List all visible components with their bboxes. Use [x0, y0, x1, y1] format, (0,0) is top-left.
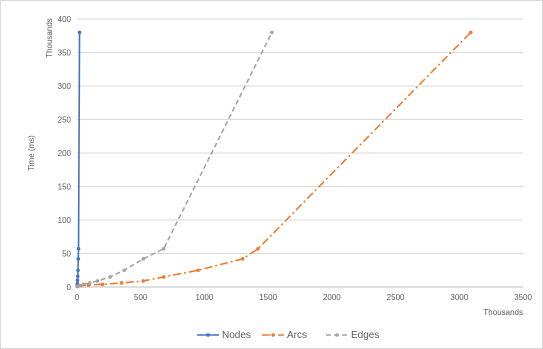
data-point — [141, 279, 146, 283]
data-point — [95, 279, 100, 283]
legend-label: Arcs — [287, 330, 307, 341]
series-edges — [75, 30, 274, 289]
series-line-arcs — [77, 31, 472, 288]
legend-marker — [271, 333, 275, 337]
y-tick-label: 150 — [58, 183, 72, 192]
y-tick-label: 0 — [67, 283, 72, 292]
legend: Nodes Arcs Edges — [197, 330, 379, 341]
x-axis-units-label: Thousands — [483, 308, 523, 317]
x-tick-label: 3000 — [450, 293, 468, 302]
data-point — [108, 275, 112, 279]
data-point — [75, 274, 80, 279]
legend-item-arcs: Arcs — [262, 330, 307, 341]
y-tick-label: 350 — [58, 49, 72, 58]
data-point — [81, 282, 86, 287]
data-point — [161, 247, 166, 251]
data-point — [161, 275, 166, 279]
legend-item-nodes: Nodes — [197, 330, 251, 341]
series-layer — [75, 30, 473, 289]
legend-marker — [206, 333, 210, 337]
data-point — [119, 281, 124, 285]
data-point — [75, 278, 80, 283]
data-point — [77, 30, 82, 35]
data-point — [76, 257, 81, 261]
x-tick-label: 2000 — [323, 293, 341, 302]
y-axis-units-label: Thousands — [45, 18, 54, 58]
legend-marker — [335, 333, 339, 337]
data-point — [100, 282, 105, 287]
y-tick-label: 200 — [58, 149, 72, 158]
x-tick-label: 3500 — [514, 293, 532, 302]
series-nodes — [75, 30, 82, 289]
data-point — [87, 281, 92, 285]
data-point — [196, 268, 200, 273]
x-tick-label: 1000 — [196, 293, 214, 302]
y-tick-label: 400 — [58, 15, 72, 24]
data-point — [76, 268, 80, 273]
legend-label: Edges — [351, 330, 379, 341]
data-point — [122, 268, 126, 273]
y-tick-label: 300 — [58, 82, 72, 91]
data-point — [240, 257, 245, 261]
y-tick-label: 250 — [58, 116, 72, 125]
data-point — [77, 283, 82, 288]
y-tick-label: 100 — [58, 216, 72, 225]
legend-item-edges: Edges — [326, 330, 379, 341]
x-tick-label: 1500 — [259, 293, 277, 302]
y-axis-title: Time (ms) — [27, 135, 36, 171]
tick-labels: 0 50 100 150 200 250 300 350 400 0 500 1000 1500 2000… — [58, 15, 533, 302]
data-point — [76, 247, 81, 251]
series-line-edges — [77, 32, 273, 288]
x-tick-label: 2500 — [387, 293, 405, 302]
y-tick-label: 50 — [62, 250, 71, 259]
gridlines — [77, 18, 523, 254]
series-arcs — [76, 30, 473, 289]
legend-label: Nodes — [222, 330, 251, 341]
data-point — [270, 30, 274, 35]
data-point — [256, 247, 260, 251]
x-tick-label: 500 — [134, 293, 148, 302]
data-point — [141, 257, 146, 261]
data-point — [468, 30, 473, 35]
x-tick-label: 0 — [75, 293, 80, 302]
